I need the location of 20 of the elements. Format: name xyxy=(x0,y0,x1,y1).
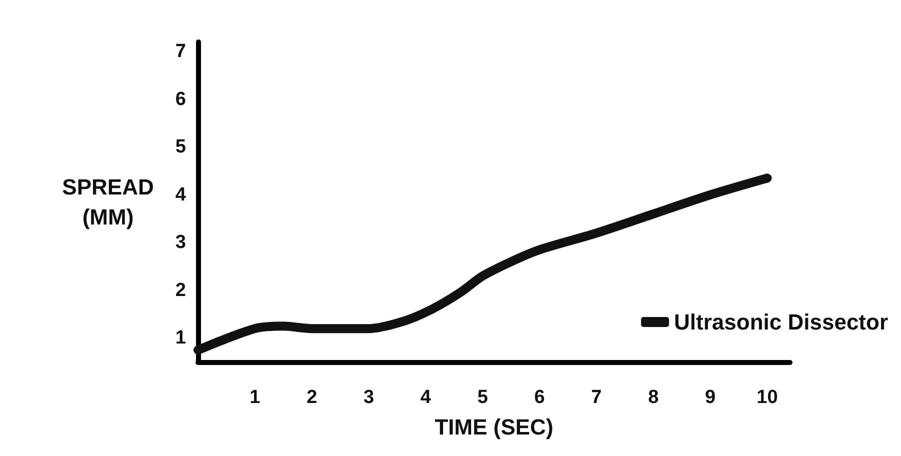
y-tick-label: 6 xyxy=(175,88,186,110)
x-tick-label: 10 xyxy=(756,387,778,408)
x-tick-label: 8 xyxy=(648,387,659,408)
y-tick-label: 3 xyxy=(175,232,186,254)
x-tick-label: 3 xyxy=(363,387,374,408)
x-tick-label: 4 xyxy=(420,387,432,408)
x-axis-title: TIME (SEC) xyxy=(434,414,554,440)
y-tick-label: 2 xyxy=(175,280,186,301)
y-tick-label: 5 xyxy=(175,136,186,158)
x-tick-label: 2 xyxy=(306,387,318,408)
y-tick-label: 7 xyxy=(175,41,186,62)
x-tick-label: 5 xyxy=(477,387,488,408)
y-tick-label: 1 xyxy=(175,328,186,349)
x-tick-label: 9 xyxy=(705,387,716,408)
x-tick-label: 1 xyxy=(250,387,261,408)
y-tick-label: 4 xyxy=(175,184,186,206)
legend-label: Ultrasonic Dissector xyxy=(674,310,888,334)
y-axis-title: SPREAD (MM) xyxy=(62,174,154,230)
x-tick-label: 6 xyxy=(534,387,545,408)
x-tick-label: 7 xyxy=(591,387,602,408)
